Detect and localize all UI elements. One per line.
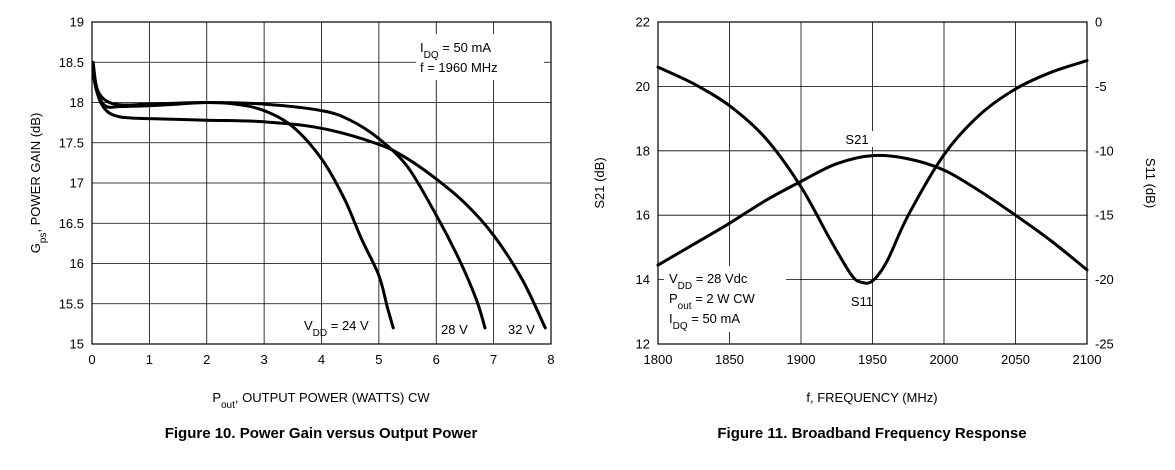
frequency-response-plot-frame [657, 21, 1088, 345]
s11-curve [656, 59, 1089, 285]
figure-10-caption: Figure 10. Power Gain versus Output Powe… [165, 425, 478, 442]
x-tick-label: 8 [547, 352, 554, 367]
right-y-tick-label: -15 [1095, 208, 1114, 223]
x-tick-label: 5 [375, 352, 382, 367]
power-gain-y-axis-label: Gps, POWER GAIN (dB) [28, 113, 49, 254]
power-gain-x-ticks: 0 1 2 3 4 5 6 7 8 [88, 352, 554, 367]
series-label-32v: 32 V [508, 322, 535, 337]
right-y-tick-label: -5 [1095, 79, 1107, 94]
y-tick-label: 15 [70, 337, 84, 352]
x-tick-label: 4 [318, 352, 325, 367]
power-gain-chart: 0 1 2 3 4 5 6 7 8 15 15.5 16 16.5 17 17.5 18 18.5 19 IDQ… [28, 15, 555, 443]
x-tick-label: 2050 [1001, 352, 1030, 367]
power-gain-y-ticks: 15 15.5 16 16.5 17 17.5 18 18.5 19 [59, 15, 84, 352]
frequency-response-right-y-ticks: -25 -20 -15 -10 -5 0 [1095, 15, 1114, 352]
frequency-response-x-axis-label: f, FREQUENCY (MHz) [806, 390, 937, 405]
frequency-response-x-ticks: 1800 1850 1900 1950 2000 2050 2100 [644, 352, 1102, 367]
s21-label-bg [840, 131, 874, 147]
frequency-response-chart: 1800 1850 1900 1950 2000 2050 2100 12 14 16 18 20 2… [592, 15, 1158, 443]
y-tick-label: 15.5 [59, 296, 84, 311]
x-tick-label: 1900 [787, 352, 816, 367]
left-y-tick-label: 20 [636, 79, 650, 94]
gain-curve-1 [91, 67, 487, 330]
right-y-tick-label: -25 [1095, 337, 1114, 352]
y-tick-label: 17.5 [59, 135, 84, 150]
power-gain-condition-freq: f = 1960 MHz [420, 60, 498, 75]
x-tick-label: 7 [490, 352, 497, 367]
power-gain-condition-idq: IDQ = 50 mA [420, 40, 491, 61]
left-y-tick-label: 12 [636, 337, 650, 352]
x-tick-label: 2100 [1073, 352, 1102, 367]
y-tick-label: 18 [70, 95, 84, 110]
series-label-28v: 28 V [441, 322, 468, 337]
figure-11-caption: Figure 11. Broadband Frequency Response [717, 425, 1026, 442]
power-gain-x-axis-label: Pout, OUTPUT POWER (WATTS) CW [212, 390, 430, 411]
series-label-s21: S21 [845, 132, 868, 147]
left-y-tick-label: 22 [636, 15, 650, 30]
x-tick-label: 2000 [930, 352, 959, 367]
x-tick-label: 0 [88, 352, 95, 367]
x-tick-label: 6 [433, 352, 440, 367]
series-label-s11: S11 [851, 294, 873, 309]
gain-curve-2 [91, 60, 547, 330]
power-gain-series [91, 60, 547, 330]
x-tick-label: 1850 [715, 352, 744, 367]
y-tick-label: 18.5 [59, 55, 84, 70]
right-y-tick-label: 0 [1095, 15, 1102, 30]
right-y-tick-label: -20 [1095, 272, 1114, 287]
gain-curve-0 [91, 72, 395, 330]
left-y-tick-label: 16 [636, 208, 650, 223]
x-tick-label: 2 [203, 352, 210, 367]
x-tick-label: 1 [146, 352, 153, 367]
left-y-tick-label: 14 [636, 272, 650, 287]
freq-condition-idq: IDQ = 50 mA [669, 311, 740, 332]
power-gain-conditions-bg [416, 34, 544, 80]
x-tick-label: 1800 [644, 352, 673, 367]
frequency-response-left-y-ticks: 12 14 16 18 20 22 [636, 15, 650, 352]
frequency-response-left-y-axis-label: S21 (dB) [592, 157, 607, 208]
y-tick-label: 16.5 [59, 216, 84, 231]
power-gain-plot-frame [91, 21, 552, 345]
freq-condition-pout: Pout = 2 W CW [669, 291, 756, 312]
frequency-response-series [656, 59, 1089, 285]
right-y-tick-label: -10 [1095, 143, 1114, 158]
s21-curve [656, 153, 1089, 272]
y-tick-label: 19 [70, 15, 84, 30]
frequency-response-conditions-bg [664, 266, 786, 332]
x-tick-label: 3 [261, 352, 268, 367]
series-label-24v: VDD = 24 V [304, 318, 369, 339]
frequency-response-right-y-axis-label: S11 (dB) [1143, 158, 1158, 208]
freq-condition-vdd: VDD = 28 Vdc [669, 271, 748, 292]
y-tick-label: 17 [70, 176, 84, 191]
x-tick-label: 1950 [858, 352, 887, 367]
y-tick-label: 16 [70, 256, 84, 271]
left-y-tick-label: 18 [636, 143, 650, 158]
